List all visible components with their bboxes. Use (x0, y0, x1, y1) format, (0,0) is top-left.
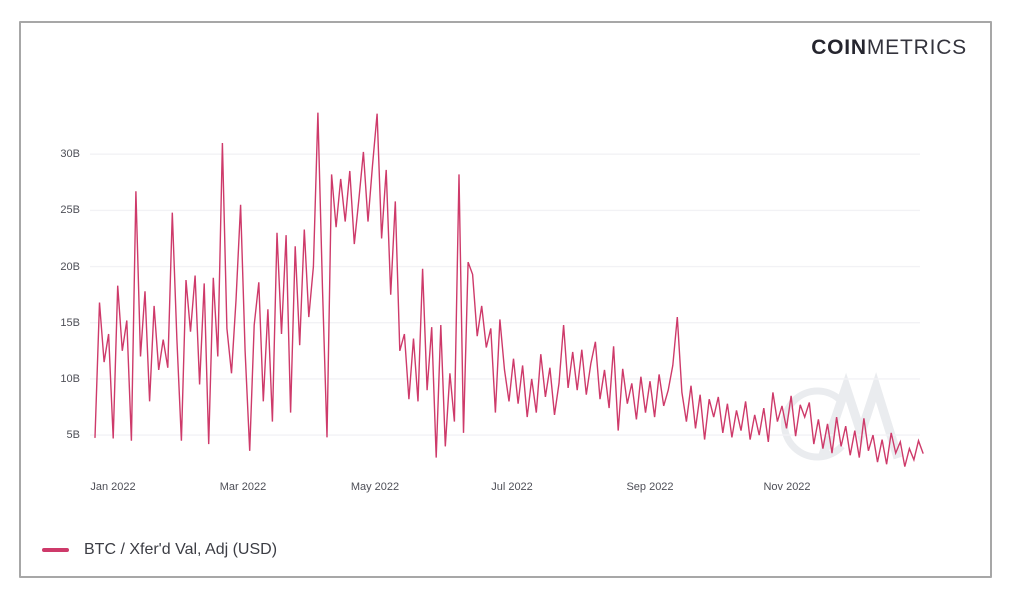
y-axis-tick-label: 10B (60, 372, 80, 385)
y-axis-tick-label: 20B (60, 260, 80, 273)
y-axis-tick-label: 30B (60, 148, 80, 161)
y-axis-tick-label: 15B (60, 316, 80, 329)
x-axis-tick-label: Jan 2022 (90, 481, 136, 493)
y-axis-tick-label: 5B (66, 429, 80, 442)
x-axis-tick-label: Mar 2022 (219, 481, 267, 493)
x-axis-tick-label: Sep 2022 (626, 481, 674, 493)
logo-coin-text: COIN (811, 36, 867, 59)
page-border-frame (19, 21, 992, 578)
legend-item-btc[interactable]: BTC / Xfer'd Val, Adj (USD) (42, 541, 277, 559)
x-axis-tick-label: Jul 2022 (491, 481, 533, 493)
x-axis-tick-label: Nov 2022 (763, 481, 811, 493)
y-gridlines (90, 153, 920, 436)
btc-series-line (94, 112, 924, 467)
legend: BTC / Xfer'd Val, Adj (USD) (42, 541, 277, 559)
legend-line-swatch (42, 548, 69, 552)
coinmetrics-logo: COINMETRICS (811, 36, 967, 60)
cm-monogram-icon (780, 372, 903, 461)
legend-label: BTC / Xfer'd Val, Adj (USD) (84, 541, 278, 558)
y-axis-tick-label: 25B (60, 204, 80, 217)
logo-metrics-text: METRICS (866, 36, 967, 59)
x-axis-tick-label: May 2022 (350, 481, 400, 493)
